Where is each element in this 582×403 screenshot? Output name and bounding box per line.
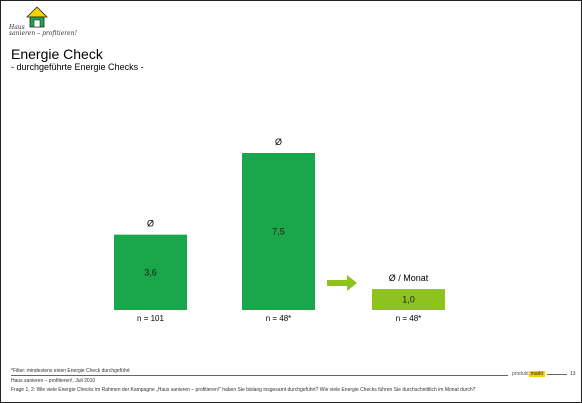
logo-line1: Haus bbox=[9, 24, 25, 31]
logo-line2: sanieren – profitieren! bbox=[9, 30, 77, 37]
house-logo-icon bbox=[26, 6, 48, 28]
arrow-icon bbox=[327, 275, 357, 291]
n-label-2: n = 48* bbox=[266, 314, 292, 323]
n-label-3: n = 48* bbox=[396, 314, 422, 323]
bar-2 bbox=[242, 153, 315, 310]
question-note: Frage 1, 2: Wie viele Energie Checks im … bbox=[11, 387, 476, 393]
brand-line bbox=[547, 374, 567, 375]
brand-logo: produkt markt bbox=[512, 371, 546, 377]
bar-1 bbox=[114, 234, 187, 310]
page-title: Energie Check bbox=[11, 46, 103, 62]
footer-divider bbox=[11, 375, 508, 376]
n-label-1: n = 101 bbox=[137, 314, 164, 323]
page-subtitle: - durchgeführte Energie Checks - bbox=[11, 62, 144, 72]
logo-text: Haus sanieren – profitieren! bbox=[9, 25, 77, 37]
bar-header-label-1: Ø bbox=[147, 219, 154, 229]
filter-note: *Filter: mindestens einen Energie Check … bbox=[11, 368, 130, 374]
page-number: 13 bbox=[570, 371, 576, 377]
bar-value-label-3: 1,0 bbox=[402, 295, 415, 305]
bar-value-label-2: 7,5 bbox=[272, 227, 285, 237]
source-note: Haus sanieren – profitieren!, Juli 2010 bbox=[11, 378, 96, 384]
brand-left: produkt bbox=[512, 371, 529, 377]
brand-right: markt bbox=[528, 371, 546, 377]
bar-header-label-3: Ø / Monat bbox=[389, 273, 429, 283]
bar-3 bbox=[372, 289, 445, 310]
bar-header-label-2: Ø bbox=[275, 137, 282, 147]
bar-value-label-1: 3,6 bbox=[144, 267, 157, 277]
